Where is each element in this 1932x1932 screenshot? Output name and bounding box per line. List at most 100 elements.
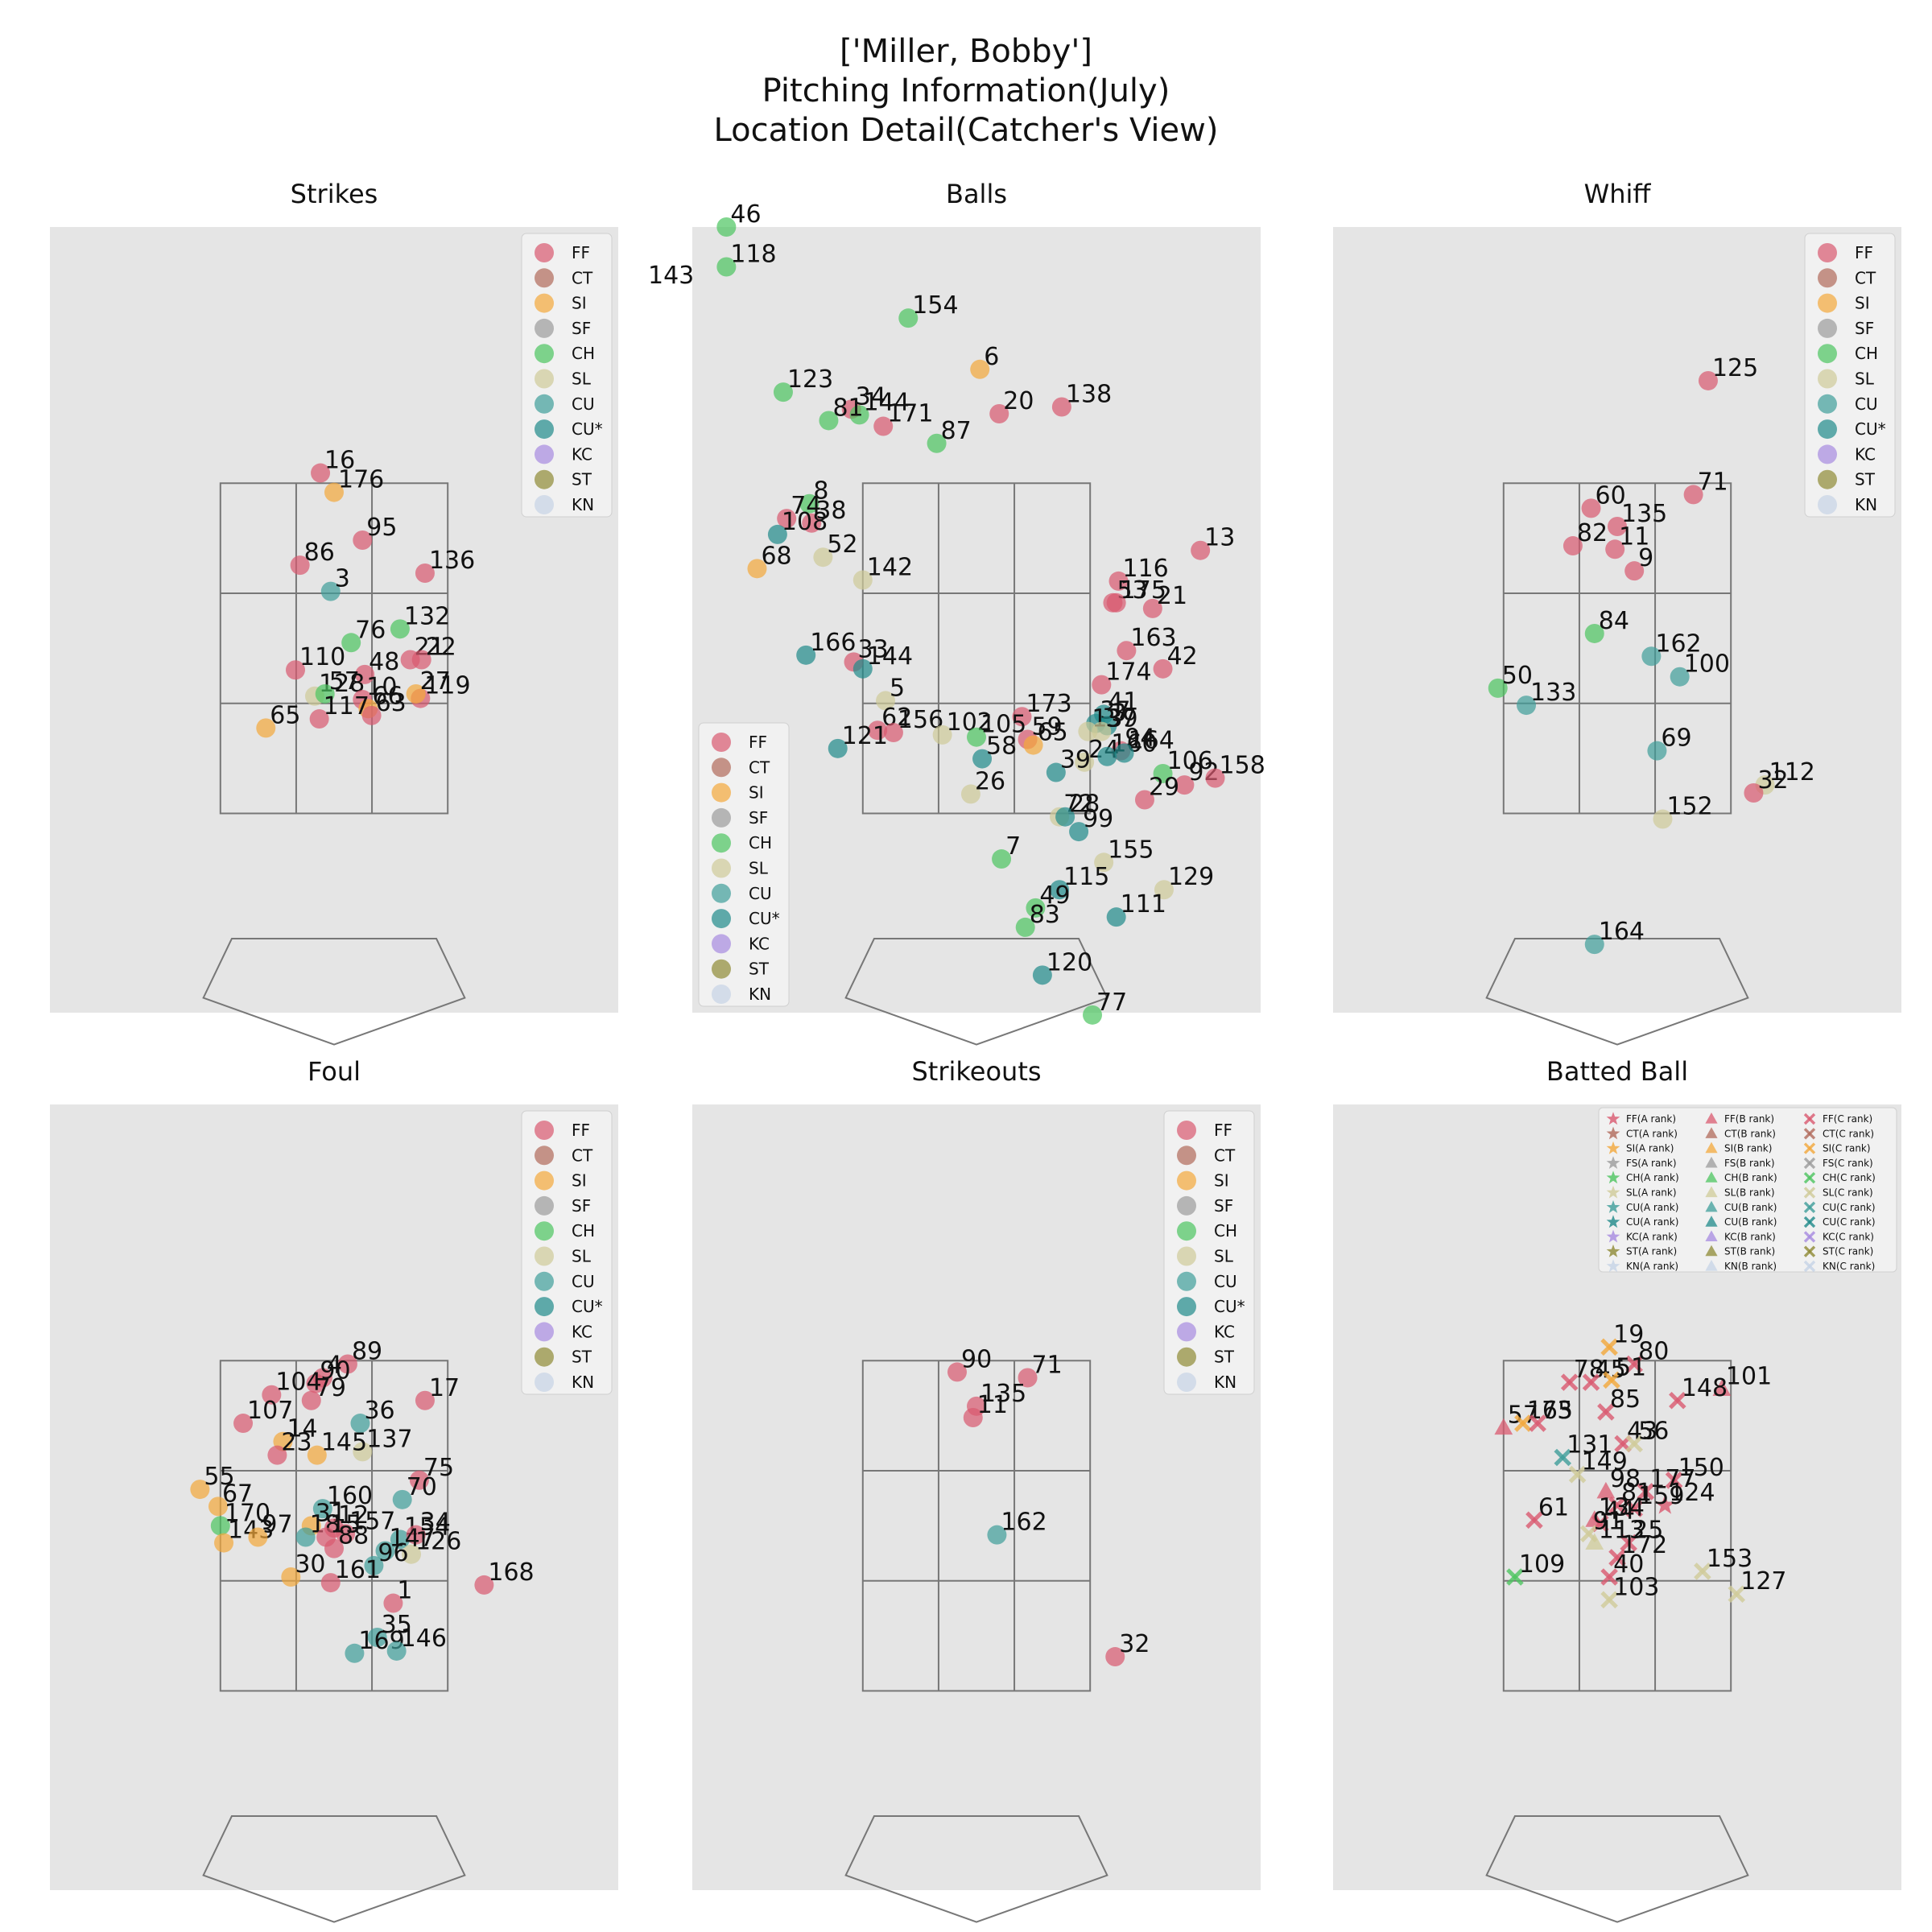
pitch-point [353,1442,373,1462]
point-label: 171 [887,400,933,428]
legend-marker [535,419,554,440]
home-plate [844,1815,1108,1923]
point-label: 125 [1712,354,1758,382]
legend-marker [712,934,731,954]
point-label: 71 [1698,468,1728,496]
pitch-point [262,1385,282,1405]
legend-marker-stroke-b [1803,1157,1816,1170]
pitch-point-stroke-b [1625,1500,1643,1517]
legend-label: ST [1214,1348,1235,1367]
point-label: 49 [1039,881,1070,910]
legend-label: FF [572,243,590,262]
legend-label: SL [572,1247,592,1266]
pitch-point-stroke-b [1603,1371,1620,1389]
pitch-point [1596,1481,1616,1499]
legend-label: FF [749,733,767,752]
pitch-point [320,581,341,601]
pitch-point [1608,1549,1626,1567]
legend-marker [1705,1141,1718,1154]
point-label: 147 [390,1524,436,1552]
pitch-point [1568,1465,1587,1484]
pitch-point [1563,536,1583,556]
legend-label: CU(A rank) [1626,1216,1678,1228]
point-label: 42 [1167,642,1198,671]
pitch-point [927,433,947,453]
pitch-point [1585,1533,1604,1550]
pitch-point [989,403,1009,423]
legend-label: SI(A rank) [1626,1143,1674,1154]
pitch-point [1669,1391,1686,1410]
pitch-point [1637,1483,1655,1501]
point-label: 163 [1130,624,1176,652]
legend-label: ST [1855,470,1876,489]
legend-marker [1606,1215,1620,1228]
point-label: 71 [1032,1351,1063,1379]
point-label: 46 [730,200,761,229]
pitch-point [320,1573,341,1593]
legend-marker [1705,1230,1718,1241]
point-label: 162 [1655,630,1701,658]
legend-marker-stroke-b [1803,1142,1816,1154]
legend-label: ST(C rank) [1823,1246,1873,1257]
point-label: 25 [1633,1517,1663,1545]
pitch-point [233,1414,254,1434]
point-label: 124 [1669,1479,1715,1507]
legend-label: CH(C rank) [1823,1172,1876,1183]
legend-label: KN [1855,495,1877,514]
point-label: 65 [270,701,300,729]
legend-marker [1705,1156,1718,1168]
legend-label: SI [572,294,587,313]
pitch-point [852,570,873,590]
legend-label: CH [1855,344,1878,363]
point-label: 86 [304,539,335,567]
legend-marker [1606,1112,1620,1125]
pitch-point [315,683,335,704]
strike-zone-outline [861,1360,1092,1692]
pitch-point [1106,592,1126,613]
pitch-point [1153,658,1173,679]
pitch-point [210,1516,230,1536]
legend-label: KN(C rank) [1823,1261,1875,1272]
pitch-point-stroke-b [1506,1568,1524,1586]
pitch-point [392,1489,412,1509]
pitch-point [337,1354,357,1374]
legend-marker [535,1297,554,1317]
home-plate [1485,938,1749,1046]
pitch-point-stroke-b [1600,1568,1618,1586]
legend-label: KN [572,495,594,514]
legend-label: KN(A rank) [1626,1261,1678,1272]
legend-label: SL [749,859,769,878]
point-label: 28 [1069,791,1100,819]
point-label: 11 [1619,522,1649,551]
legend-label: ST [572,470,592,489]
pitch-point [716,217,737,237]
legend-marker [1705,1186,1718,1198]
point-label: 172 [1621,1531,1667,1559]
pitch-point [1494,1418,1513,1435]
pitch-point [375,1541,395,1561]
legend-label: CT(B rank) [1724,1128,1776,1139]
pitch-point [1600,1591,1618,1609]
pitch-point [972,749,993,769]
point-label: 37 [1105,705,1136,733]
pitch-point [963,1407,983,1427]
pitch-point [367,1627,387,1647]
legend-label: KN [572,1373,594,1392]
point-label: 88 [338,1522,369,1550]
pitch-point [386,1641,407,1661]
legend-marker [535,1221,554,1241]
pitch-point [1142,598,1162,618]
pitch-point [767,524,787,544]
legend-marker [535,394,554,414]
pitch-point [1584,623,1604,643]
legend-marker [712,807,731,828]
pitch-point [415,1390,435,1410]
pitch-point [773,382,793,402]
pitch-point-stroke-b [1514,1414,1532,1432]
point-label: 177 [1649,1465,1695,1493]
pitch-point [1105,1647,1125,1667]
point-label: 70 [407,1473,437,1501]
legend-label: KC [1214,1322,1235,1341]
pitch-point [1647,741,1667,761]
